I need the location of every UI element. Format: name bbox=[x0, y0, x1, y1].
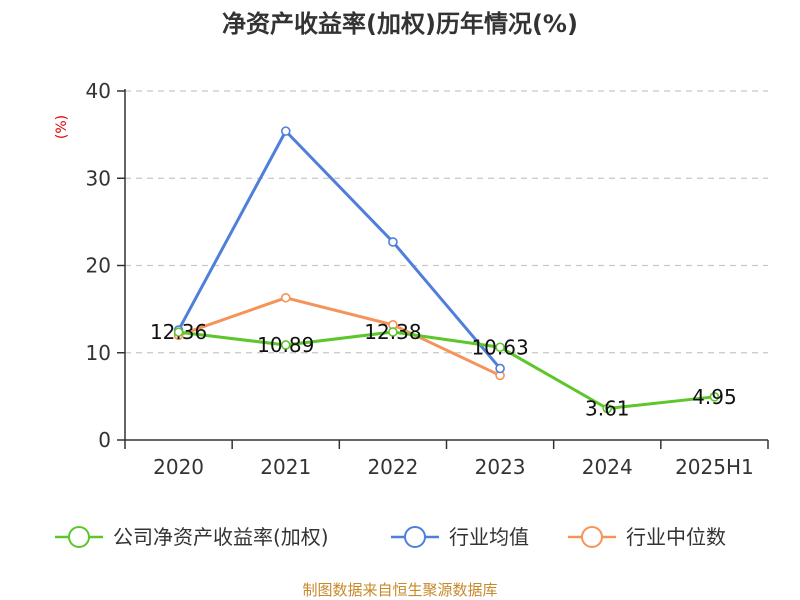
data-label: 4.95 bbox=[692, 385, 737, 409]
data-point bbox=[602, 403, 613, 414]
legend-marker bbox=[404, 526, 426, 548]
x-tick-label: 2022 bbox=[367, 455, 418, 479]
legend-label: 公司净资产收益率(加权) bbox=[113, 525, 329, 549]
series-line bbox=[178, 296, 501, 377]
data-point bbox=[173, 327, 184, 337]
data-label: 12.36 bbox=[150, 320, 207, 344]
data-point bbox=[280, 126, 291, 136]
y-tick-label: 20 bbox=[86, 254, 111, 278]
gridlines bbox=[125, 90, 768, 354]
y-tick-label: 40 bbox=[86, 79, 111, 103]
y-tick-label: 0 bbox=[98, 428, 111, 452]
x-tick-label: 2021 bbox=[260, 455, 311, 479]
data-label: 3.61 bbox=[585, 397, 630, 421]
data-label: 10.63 bbox=[471, 335, 528, 359]
source-note: 制图数据来自恒生聚源数据库 bbox=[302, 581, 497, 599]
data-point bbox=[280, 340, 291, 350]
y-tick-label: 10 bbox=[86, 341, 111, 365]
y-tick-label: 30 bbox=[86, 166, 111, 190]
data-point bbox=[495, 342, 505, 353]
data-label: 10.89 bbox=[257, 333, 314, 357]
x-tick-label: 2023 bbox=[475, 455, 526, 479]
x-tick-label: 2024 bbox=[582, 455, 633, 479]
legend-label: 行业中位数 bbox=[626, 525, 726, 549]
legend-marker bbox=[68, 526, 90, 548]
data-point bbox=[709, 392, 720, 402]
chart-title: 净资产收益率(加权)历年情况(%) bbox=[222, 10, 578, 38]
data-point bbox=[388, 237, 398, 247]
series-line bbox=[178, 330, 715, 411]
data-point bbox=[495, 363, 505, 374]
series-lines bbox=[173, 126, 720, 414]
series-line bbox=[177, 129, 502, 370]
legend-marker bbox=[581, 526, 603, 548]
legend-label: 行业均值 bbox=[449, 525, 529, 549]
x-tick-label: 2025H1 bbox=[675, 455, 754, 479]
y-axis-unit: (%) bbox=[54, 115, 70, 139]
axes: 0 10 20 30 40 2020 2021 2022 2023 2024 2025H1 bbox=[86, 79, 769, 479]
x-tick-label: 2020 bbox=[153, 455, 204, 479]
data-point bbox=[280, 292, 291, 303]
data-labels: 12.36 10.89 12.38 10.63 3.61 4.95 bbox=[150, 320, 737, 421]
legend: 公司净资产收益率(加权) 行业均值 行业中位数 bbox=[55, 525, 726, 549]
data-label: 12.38 bbox=[364, 320, 421, 344]
data-point bbox=[388, 327, 398, 337]
